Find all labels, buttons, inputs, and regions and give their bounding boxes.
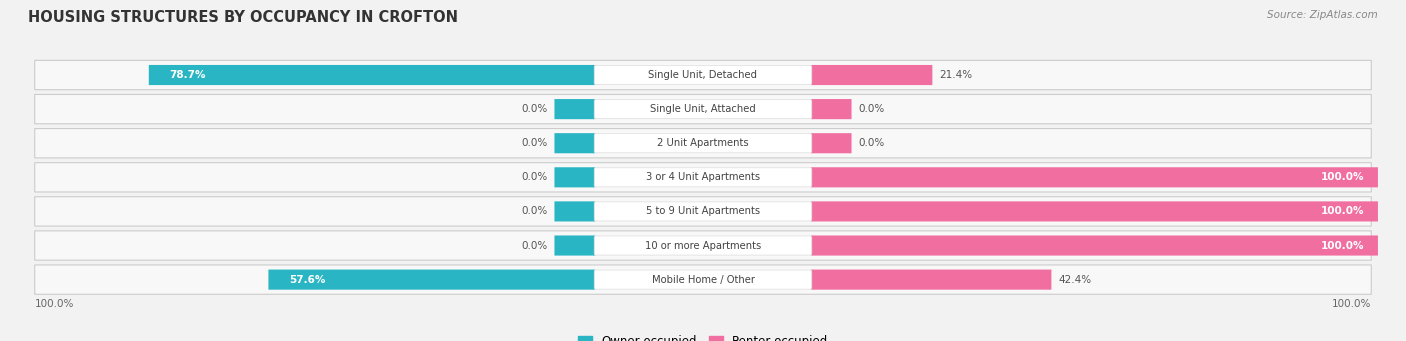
FancyBboxPatch shape <box>595 134 811 153</box>
FancyBboxPatch shape <box>595 65 811 85</box>
FancyBboxPatch shape <box>35 231 1371 260</box>
Text: Source: ZipAtlas.com: Source: ZipAtlas.com <box>1267 10 1378 20</box>
Text: 21.4%: 21.4% <box>939 70 972 80</box>
FancyBboxPatch shape <box>595 168 811 187</box>
FancyBboxPatch shape <box>35 129 1371 158</box>
Text: 5 to 9 Unit Apartments: 5 to 9 Unit Apartments <box>645 206 761 217</box>
Text: 57.6%: 57.6% <box>288 275 325 285</box>
Text: Single Unit, Detached: Single Unit, Detached <box>648 70 758 80</box>
FancyBboxPatch shape <box>554 99 595 119</box>
Text: Mobile Home / Other: Mobile Home / Other <box>651 275 755 285</box>
FancyBboxPatch shape <box>595 236 811 255</box>
Text: HOUSING STRUCTURES BY OCCUPANCY IN CROFTON: HOUSING STRUCTURES BY OCCUPANCY IN CROFT… <box>28 10 458 25</box>
FancyBboxPatch shape <box>595 202 811 221</box>
Text: 0.0%: 0.0% <box>858 138 884 148</box>
Text: 42.4%: 42.4% <box>1059 275 1091 285</box>
FancyBboxPatch shape <box>554 235 595 256</box>
Text: 0.0%: 0.0% <box>522 172 548 182</box>
Text: 78.7%: 78.7% <box>169 70 205 80</box>
Text: 100.0%: 100.0% <box>1331 299 1371 309</box>
Text: 100.0%: 100.0% <box>1320 240 1364 251</box>
Text: 0.0%: 0.0% <box>858 104 884 114</box>
Text: 0.0%: 0.0% <box>522 138 548 148</box>
FancyBboxPatch shape <box>554 133 595 153</box>
FancyBboxPatch shape <box>35 265 1371 294</box>
FancyBboxPatch shape <box>811 201 1378 222</box>
Text: 0.0%: 0.0% <box>522 104 548 114</box>
FancyBboxPatch shape <box>811 133 852 153</box>
FancyBboxPatch shape <box>35 94 1371 124</box>
Legend: Owner-occupied, Renter-occupied: Owner-occupied, Renter-occupied <box>578 335 828 341</box>
FancyBboxPatch shape <box>811 235 1378 256</box>
FancyBboxPatch shape <box>554 167 595 188</box>
Text: 0.0%: 0.0% <box>522 206 548 217</box>
Text: 0.0%: 0.0% <box>522 240 548 251</box>
Text: Single Unit, Attached: Single Unit, Attached <box>650 104 756 114</box>
Text: 2 Unit Apartments: 2 Unit Apartments <box>657 138 749 148</box>
Text: 100.0%: 100.0% <box>1320 206 1364 217</box>
FancyBboxPatch shape <box>811 65 932 85</box>
FancyBboxPatch shape <box>811 167 1378 188</box>
FancyBboxPatch shape <box>595 270 811 289</box>
FancyBboxPatch shape <box>35 163 1371 192</box>
Text: 3 or 4 Unit Apartments: 3 or 4 Unit Apartments <box>645 172 761 182</box>
FancyBboxPatch shape <box>811 99 852 119</box>
Text: 10 or more Apartments: 10 or more Apartments <box>645 240 761 251</box>
FancyBboxPatch shape <box>35 60 1371 90</box>
Text: 100.0%: 100.0% <box>1320 172 1364 182</box>
FancyBboxPatch shape <box>595 100 811 119</box>
FancyBboxPatch shape <box>554 201 595 222</box>
FancyBboxPatch shape <box>35 197 1371 226</box>
FancyBboxPatch shape <box>269 269 595 290</box>
FancyBboxPatch shape <box>149 65 595 85</box>
FancyBboxPatch shape <box>811 269 1052 290</box>
Text: 100.0%: 100.0% <box>35 299 75 309</box>
